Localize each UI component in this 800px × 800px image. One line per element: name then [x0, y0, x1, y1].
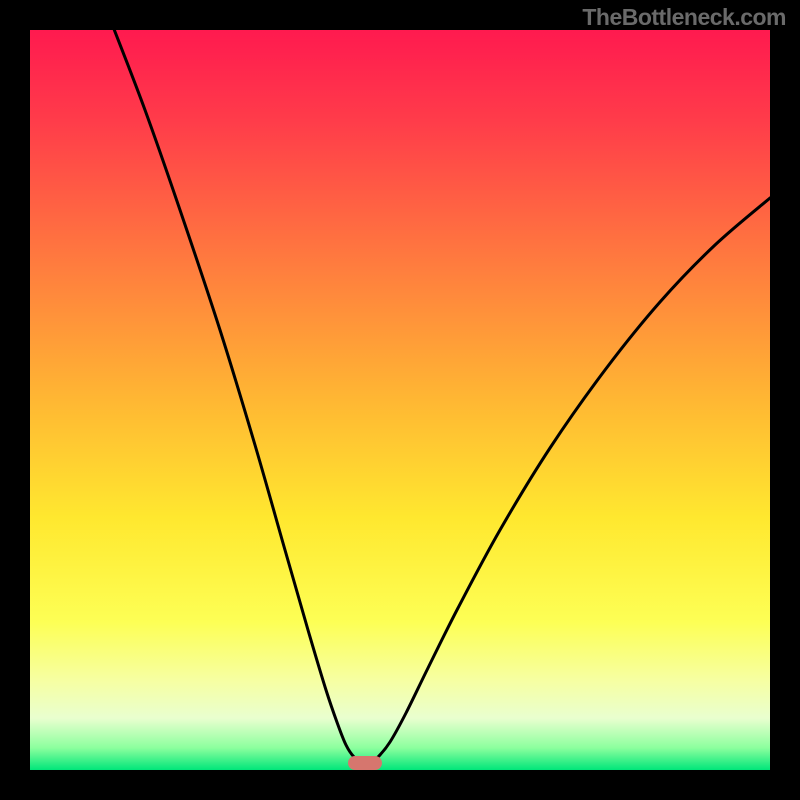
- plot-area: [30, 30, 770, 770]
- optimum-marker: [348, 756, 382, 770]
- curve-path: [112, 30, 770, 763]
- chart-frame: TheBottleneck.com: [0, 0, 800, 800]
- valley-curve: [30, 30, 770, 770]
- watermark-text: TheBottleneck.com: [582, 4, 786, 31]
